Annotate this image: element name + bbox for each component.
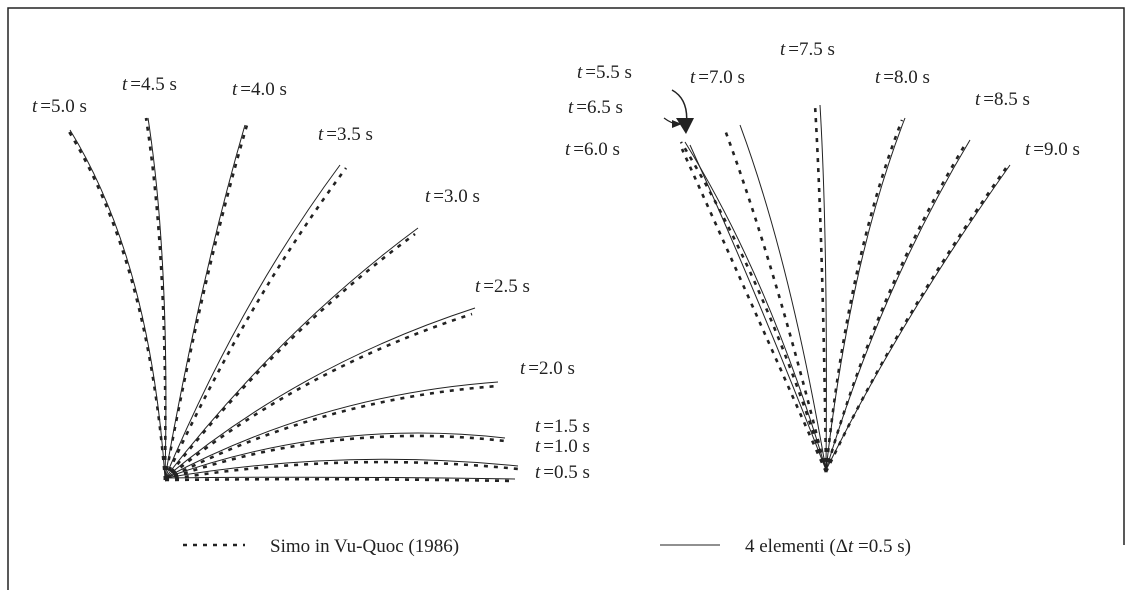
time-symbol: t bbox=[577, 62, 583, 83]
time-value: =0.5 s bbox=[543, 462, 590, 483]
time-symbol: t bbox=[318, 124, 324, 145]
time-symbol: t bbox=[690, 67, 696, 88]
time-symbol: t bbox=[780, 39, 786, 60]
curve-solid bbox=[164, 227, 419, 479]
time-label: t =8.5 s bbox=[975, 89, 1030, 110]
curve-dashed bbox=[164, 434, 506, 482]
time-label: t =6.0 s bbox=[565, 139, 620, 160]
time-symbol: t bbox=[535, 416, 541, 437]
curve-dashed bbox=[824, 167, 1008, 473]
time-symbol: t bbox=[232, 79, 238, 100]
time-value: =4.5 s bbox=[130, 74, 177, 95]
curve-solid bbox=[164, 476, 516, 480]
curve-solid bbox=[739, 124, 827, 471]
time-value: =8.5 s bbox=[983, 89, 1030, 110]
time-label: t =2.5 s bbox=[475, 276, 530, 297]
time-label: t =3.0 s bbox=[425, 186, 480, 207]
time-label: t =4.0 s bbox=[232, 79, 287, 100]
time-symbol: t bbox=[425, 186, 431, 207]
time-symbol: t bbox=[975, 89, 981, 110]
curve-solid bbox=[164, 458, 519, 479]
time-symbol: t bbox=[32, 96, 38, 117]
curve-dashed bbox=[163, 232, 416, 481]
time-symbol: t bbox=[568, 97, 574, 118]
time-value: =5.5 s bbox=[585, 62, 632, 83]
time-value: =3.0 s bbox=[433, 186, 480, 207]
time-label: t =4.5 s bbox=[122, 74, 177, 95]
legend-symbol: t bbox=[848, 536, 854, 557]
curve-solid bbox=[819, 104, 827, 471]
time-label: t =2.0 s bbox=[520, 358, 575, 379]
time-value: =6.5 s bbox=[576, 97, 623, 118]
arrowhead bbox=[676, 118, 694, 134]
curve-solid bbox=[164, 432, 506, 479]
curve-solid bbox=[684, 141, 827, 471]
time-label: t =3.5 s bbox=[318, 124, 373, 145]
curve-solid bbox=[825, 164, 1011, 471]
time-label: t =1.5 s bbox=[535, 416, 590, 437]
curve-dashed bbox=[824, 142, 968, 473]
time-label: t =5.5 s bbox=[577, 62, 632, 83]
time-label: t =7.0 s bbox=[690, 67, 745, 88]
curve-dashed bbox=[144, 117, 167, 481]
time-label: t =9.0 s bbox=[1025, 139, 1080, 160]
curve-dashed bbox=[163, 167, 348, 481]
time-value: =9.0 s bbox=[1033, 139, 1080, 160]
time-label: t =6.5 s bbox=[568, 97, 623, 118]
time-symbol: t bbox=[1025, 139, 1031, 160]
curve-dashed bbox=[679, 141, 828, 473]
time-value: =5.0 s bbox=[40, 96, 87, 117]
legend-reference: Simo in Vu-Quoc (1986) bbox=[270, 536, 459, 557]
time-value: =4.0 s bbox=[240, 79, 287, 100]
time-value: =2.5 s bbox=[483, 276, 530, 297]
curve-dashed bbox=[164, 312, 473, 482]
curve-dashed bbox=[66, 129, 167, 481]
legend-model: 4 elementi (Δt =0.5 s) bbox=[745, 536, 911, 557]
time-label: t =0.5 s bbox=[535, 462, 590, 483]
time-symbol: t bbox=[535, 436, 541, 457]
curve-solid bbox=[164, 381, 499, 479]
curve-dashed bbox=[164, 477, 516, 483]
curve-dashed bbox=[813, 104, 828, 473]
curve-solid bbox=[825, 117, 906, 471]
time-symbol: t bbox=[565, 139, 571, 160]
curve-dashed bbox=[163, 124, 249, 481]
curve-dashed bbox=[824, 119, 904, 473]
curve-solid bbox=[164, 307, 476, 479]
curve-solid bbox=[164, 164, 341, 479]
time-value: =8.0 s bbox=[883, 67, 930, 88]
time-value: =1.0 s bbox=[543, 436, 590, 457]
time-value: =7.0 s bbox=[698, 67, 745, 88]
time-symbol: t bbox=[122, 74, 128, 95]
curve-solid bbox=[689, 144, 827, 471]
time-value: =6.0 s bbox=[573, 139, 620, 160]
curve-dashed bbox=[164, 384, 499, 482]
time-value: =3.5 s bbox=[326, 124, 373, 145]
legend-text: 4 elementi (Δ bbox=[745, 536, 848, 557]
curve-solid bbox=[164, 124, 246, 479]
time-label: t =5.0 s bbox=[32, 96, 87, 117]
time-value: =2.0 s bbox=[528, 358, 575, 379]
time-value: =7.5 s bbox=[788, 39, 835, 60]
curve-solid bbox=[147, 117, 167, 479]
time-value: =1.5 s bbox=[543, 416, 590, 437]
curve-solid bbox=[69, 129, 166, 479]
frame bbox=[7, 7, 1125, 590]
time-symbol: t bbox=[535, 462, 541, 483]
time-label: t =1.0 s bbox=[535, 436, 590, 457]
curve-solid bbox=[825, 139, 971, 471]
time-symbol: t bbox=[475, 276, 481, 297]
time-symbol: t bbox=[520, 358, 526, 379]
legend-text: =0.5 s) bbox=[853, 536, 911, 557]
time-label: t =7.5 s bbox=[780, 39, 835, 60]
time-symbol: t bbox=[875, 67, 881, 88]
arrowhead-small bbox=[672, 120, 682, 128]
curve-dashed bbox=[680, 148, 828, 473]
time-label: t =8.0 s bbox=[875, 67, 930, 88]
curves bbox=[66, 104, 1011, 483]
